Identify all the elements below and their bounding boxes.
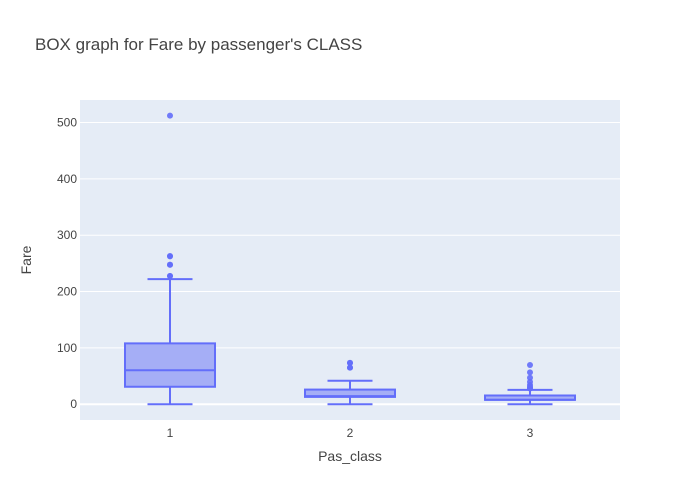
box-plot-class-2 bbox=[304, 359, 396, 406]
y-tick-label: 300 bbox=[57, 228, 77, 242]
x-tick-label: 2 bbox=[347, 426, 354, 440]
x-tick-label: 3 bbox=[527, 426, 534, 440]
y-tick-label: 0 bbox=[70, 397, 77, 411]
y-tick-label: 100 bbox=[57, 341, 77, 355]
box-series bbox=[124, 112, 576, 406]
x-tick-label: 1 bbox=[167, 426, 174, 440]
outlier-point bbox=[167, 273, 173, 280]
outlier-point bbox=[527, 369, 533, 376]
y-axis-ticks: 0 100 200 300 400 500 bbox=[57, 116, 77, 412]
y-tick-label: 400 bbox=[57, 172, 77, 186]
outlier-point bbox=[167, 112, 173, 119]
y-tick-label: 500 bbox=[57, 116, 77, 130]
x-axis-ticks: 1 2 3 bbox=[167, 426, 534, 440]
iqr-box bbox=[124, 342, 216, 388]
box-plot-class-3 bbox=[484, 362, 576, 406]
outlier-point bbox=[167, 253, 173, 260]
box-plot-class-1 bbox=[124, 112, 216, 406]
outlier-point bbox=[347, 364, 353, 371]
outlier-point bbox=[527, 374, 533, 381]
chart-title: BOX graph for Fare by passenger's CLASS bbox=[35, 35, 362, 54]
x-axis-title: Pas_class bbox=[318, 448, 382, 464]
y-tick-label: 200 bbox=[57, 285, 77, 299]
outlier-point bbox=[527, 362, 533, 369]
outlier-point bbox=[167, 261, 173, 268]
y-axis-title: Fare bbox=[18, 245, 34, 274]
outlier-point bbox=[347, 359, 353, 366]
